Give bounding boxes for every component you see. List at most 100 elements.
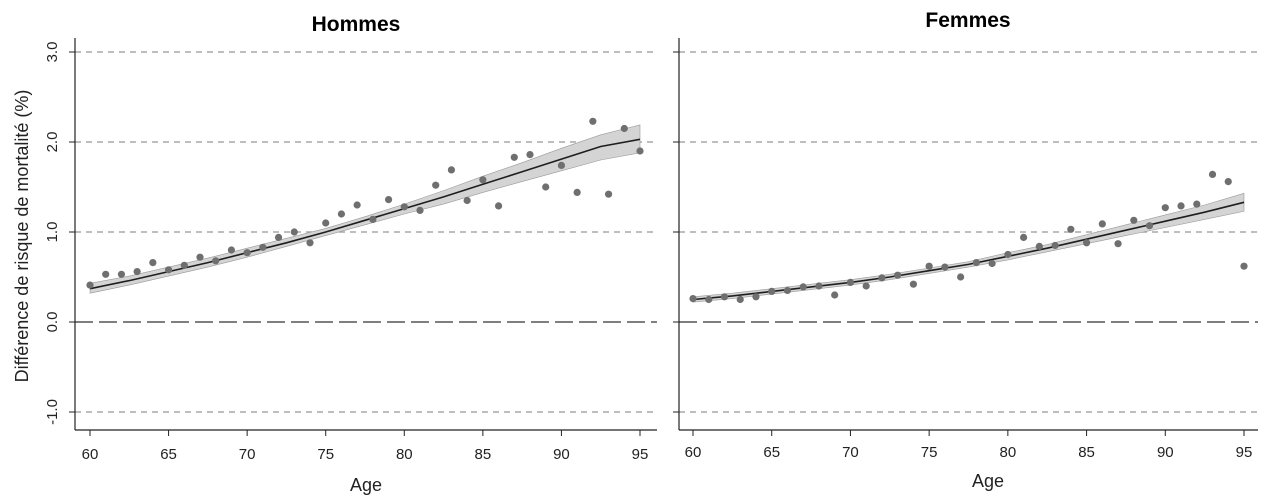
data-point	[831, 291, 839, 299]
x-tick-label: 90	[1157, 444, 1174, 461]
x-tick-label: 90	[553, 446, 570, 463]
data-point	[636, 147, 644, 155]
data-point	[196, 253, 204, 261]
data-point	[494, 202, 503, 210]
data-point	[432, 181, 440, 189]
x-tick-label: 95	[632, 446, 649, 463]
data-point	[620, 124, 628, 133]
data-point	[149, 259, 157, 267]
data-point	[306, 239, 314, 247]
x-tick-label: 70	[842, 444, 859, 461]
data-point	[705, 295, 713, 304]
y-tick-label: 3.0	[44, 42, 61, 63]
data-point	[799, 283, 807, 291]
data-point	[384, 196, 393, 204]
x-axis-title-femmes: Age	[972, 471, 1004, 491]
data-point	[102, 270, 110, 278]
data-point	[752, 293, 760, 301]
data-point	[878, 274, 886, 282]
data-point	[479, 176, 487, 184]
data-point	[1082, 239, 1091, 247]
data-point	[1177, 202, 1185, 210]
data-point	[337, 210, 346, 218]
data-point	[227, 246, 236, 254]
x-tick-label: 85	[1078, 444, 1095, 461]
data-point	[846, 278, 855, 286]
data-point	[542, 183, 550, 191]
x-tick-label: 70	[239, 446, 256, 463]
data-point	[1240, 262, 1248, 270]
data-point	[957, 273, 965, 281]
data-point	[243, 249, 251, 257]
data-point	[1208, 170, 1217, 178]
data-point	[720, 293, 729, 301]
x-tick-label: 65	[160, 446, 177, 463]
data-point	[1020, 233, 1028, 241]
x-tick-label: 60	[685, 444, 702, 461]
confidence-band	[89, 124, 641, 294]
data-point	[400, 203, 408, 211]
data-point	[988, 259, 996, 268]
x-tick-label: 95	[1236, 444, 1253, 461]
data-point	[736, 295, 744, 304]
data-point	[1130, 216, 1138, 224]
data-point	[86, 281, 94, 289]
data-point	[768, 287, 776, 295]
data-point	[894, 271, 902, 279]
y-tick-label: -1.0	[44, 399, 61, 425]
x-tick-label: 85	[475, 446, 492, 463]
fit-line	[89, 138, 641, 290]
data-point	[925, 262, 933, 270]
data-point	[463, 196, 471, 205]
data-point	[783, 286, 792, 295]
data-point	[510, 153, 518, 161]
data-point	[862, 282, 870, 290]
data-point	[573, 188, 581, 196]
data-point	[416, 206, 424, 214]
y-tick-label: 1.0	[44, 222, 61, 243]
data-point	[1145, 222, 1154, 230]
x-tick-label: 80	[1000, 444, 1017, 461]
y-axis-title: Différence de risque de mortalité (%)	[12, 90, 32, 383]
data-point	[259, 243, 267, 251]
data-point	[164, 266, 173, 274]
data-point	[589, 117, 597, 125]
data-point	[322, 219, 330, 227]
chart-title-hommes: Hommes	[312, 13, 401, 36]
y-tick-label: 0.0	[44, 312, 61, 333]
data-point	[815, 282, 823, 290]
data-point	[447, 166, 456, 174]
data-point	[290, 228, 298, 236]
panel-femmes: Femmes Age 60 65 70 75 80 85 90 95	[673, 9, 1258, 491]
x-tick-label: 75	[921, 444, 938, 461]
data-point	[133, 268, 141, 276]
data-point	[212, 257, 220, 265]
data-point	[369, 215, 377, 223]
data-point	[274, 233, 283, 241]
data-point	[604, 190, 613, 198]
data-point	[180, 261, 188, 269]
x-tick-label: 80	[396, 446, 413, 463]
data-point	[117, 270, 126, 278]
data-point	[909, 280, 918, 288]
data-point	[1098, 220, 1106, 228]
x-tick-label: 60	[82, 446, 99, 463]
data-point	[1051, 241, 1059, 250]
x-tick-label: 65	[763, 444, 780, 461]
panel-hommes: Hommes Différence de risque de mortalité…	[12, 13, 657, 495]
y-tick-label: 2.0	[44, 132, 61, 153]
x-tick-label: 75	[317, 446, 334, 463]
data-point	[1067, 225, 1075, 233]
data-point	[1193, 200, 1201, 208]
data-point	[972, 259, 980, 267]
data-point	[557, 161, 566, 169]
data-point	[1114, 240, 1122, 248]
data-point	[689, 295, 697, 303]
data-point	[526, 151, 534, 159]
data-point	[1224, 178, 1232, 186]
data-point	[1035, 242, 1043, 250]
x-axis-title-hommes: Age	[350, 475, 382, 495]
data-point	[941, 263, 949, 271]
chart-title-femmes: Femmes	[925, 9, 1010, 32]
